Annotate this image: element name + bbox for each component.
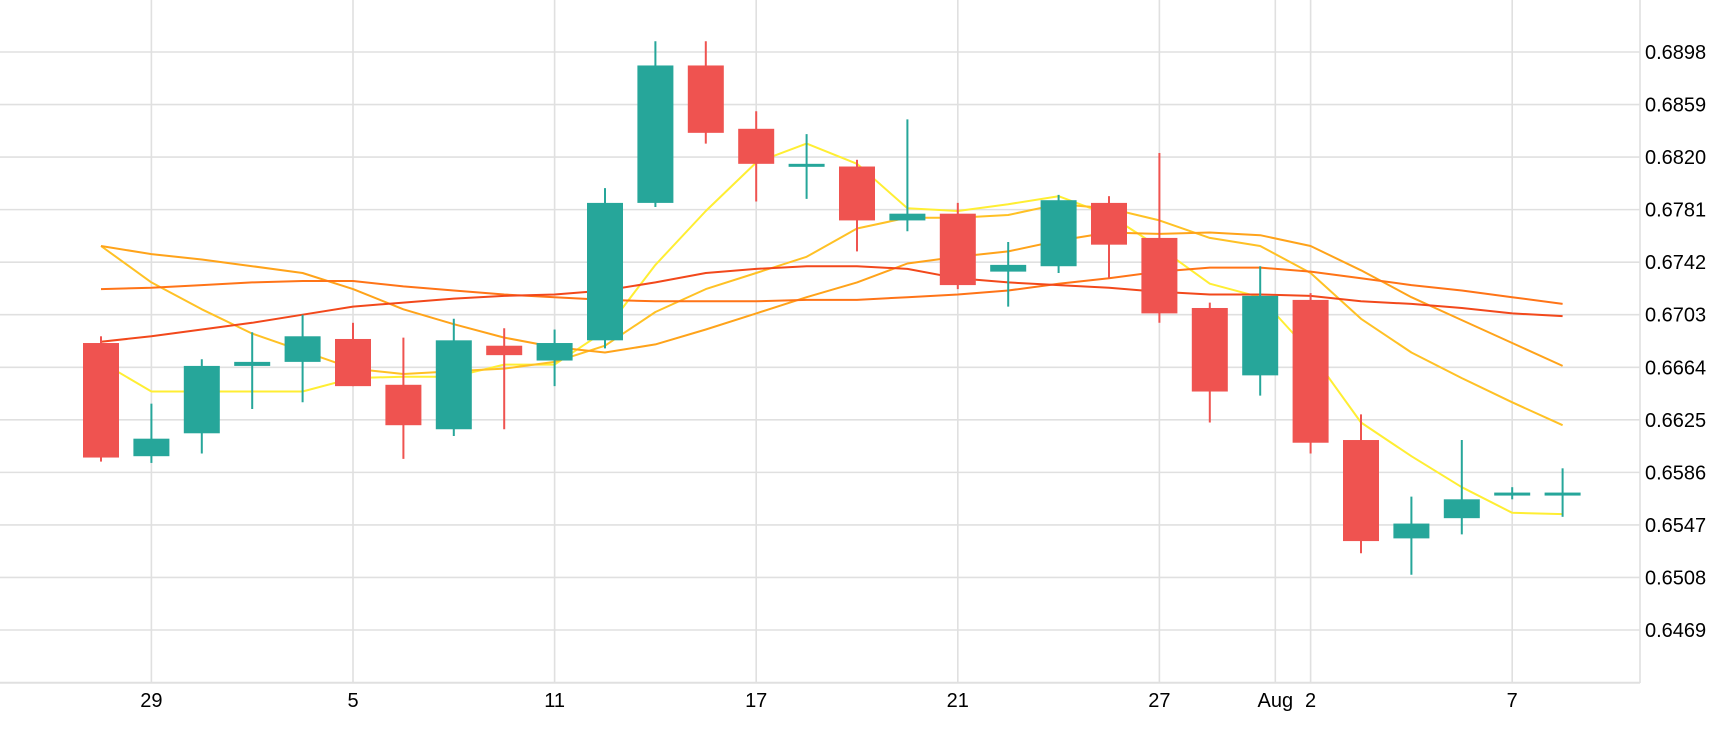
candle [183, 359, 220, 454]
y-tick-label: 0.6781 [1645, 200, 1706, 222]
candle [1191, 302, 1228, 423]
grid-lines [0, 0, 1641, 684]
y-tick-label: 0.6586 [1645, 462, 1706, 484]
axes: 0.6898 0.6859 0.6820 0.6781 0.6742 0.6703 0.66… [140, 42, 1706, 712]
candle [1040, 194, 1077, 273]
candle-body [1494, 492, 1531, 496]
candle [738, 111, 775, 202]
candle-body [1443, 499, 1480, 519]
candle [536, 329, 573, 387]
candle-body [1091, 202, 1127, 245]
candle-body [839, 166, 875, 221]
candle-body [435, 340, 472, 430]
candle [133, 403, 170, 463]
candle [687, 41, 724, 144]
candle [335, 322, 371, 387]
y-tick-label: 0.6703 [1645, 305, 1706, 327]
candle [788, 134, 825, 199]
candle [1443, 440, 1480, 535]
x-tick-label: Aug [1258, 690, 1294, 712]
candle-body [1141, 237, 1178, 314]
y-tick-label: 0.6469 [1645, 620, 1706, 642]
candle-body [335, 338, 371, 387]
candle-body [234, 361, 271, 366]
y-tick-label: 0.6547 [1645, 515, 1706, 537]
candle [990, 241, 1027, 307]
y-tick-label: 0.6508 [1645, 567, 1706, 589]
candle-body [284, 336, 321, 362]
y-tick-label: 0.6664 [1645, 357, 1706, 379]
candle [1292, 293, 1329, 454]
candle-body [587, 202, 623, 341]
candle [1494, 487, 1531, 500]
candle-body [486, 345, 523, 356]
candle-body [939, 213, 976, 286]
candle-body [687, 65, 724, 133]
candle-body [1242, 295, 1279, 376]
candle-body [1191, 307, 1228, 392]
x-tick-label: 29 [140, 690, 162, 712]
candle-body [1292, 299, 1329, 443]
candle [234, 332, 271, 410]
x-tick-label: 5 [347, 690, 358, 712]
candle-body [990, 264, 1027, 272]
candle [889, 119, 926, 232]
x-tick-label: 27 [1148, 690, 1170, 712]
x-tick-label: 17 [745, 690, 767, 712]
candle [637, 41, 674, 207]
candle [385, 337, 422, 459]
y-tick-label: 0.6742 [1645, 252, 1706, 274]
x-tick-label: 11 [544, 690, 565, 712]
candle-body [1343, 440, 1379, 542]
y-tick-label: 0.6625 [1645, 410, 1706, 432]
candles [83, 41, 1581, 575]
candle-body [788, 163, 825, 167]
candle-body [183, 365, 220, 434]
y-tick-label: 0.6859 [1645, 95, 1706, 117]
candle [83, 336, 119, 462]
ma-line-4 [100, 266, 1563, 305]
candle-body [1393, 523, 1430, 539]
candle [284, 314, 321, 403]
candle-body [83, 343, 119, 458]
candle-body [637, 65, 674, 203]
x-tick-label: 21 [947, 690, 969, 712]
candle [1393, 496, 1430, 575]
candle-body [133, 438, 170, 457]
candle-body [1544, 492, 1581, 496]
x-tick-label: 2 [1305, 690, 1316, 712]
ma-line-5 [100, 265, 1563, 343]
candle-body [889, 213, 926, 221]
candle [839, 159, 875, 252]
candle [939, 202, 976, 290]
y-tick-label: 0.6898 [1645, 42, 1706, 64]
candle-body [385, 384, 422, 426]
candle-body [738, 128, 775, 164]
candle-body [536, 343, 573, 361]
x-tick-label: 7 [1507, 690, 1518, 712]
candle [1242, 266, 1279, 396]
ma-line-3 [100, 231, 1564, 367]
candle [435, 318, 472, 436]
candle [1091, 196, 1127, 279]
candle-body [1040, 200, 1077, 267]
candle [1343, 414, 1379, 554]
candle [587, 188, 623, 349]
candle [1544, 468, 1581, 517]
candle [486, 328, 523, 430]
y-tick-label: 0.6820 [1645, 147, 1706, 169]
candle [1141, 153, 1178, 323]
